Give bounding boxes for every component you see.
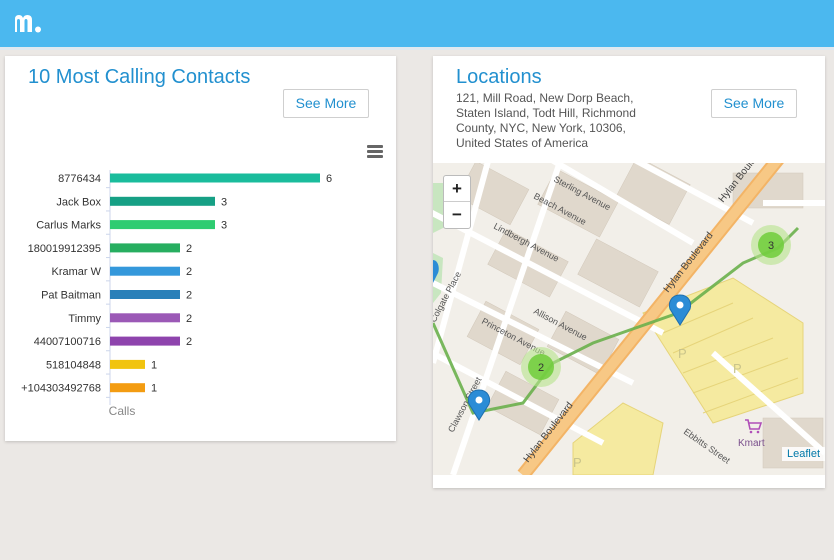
locations-card: Locations 121, Mill Road, New Dorp Beach… [433,56,825,488]
chart-category-label: Jack Box [56,196,101,208]
most-calling-contacts-card: 10 Most Calling Contacts See More 877643… [5,56,396,441]
chart-data-label: 6 [326,173,332,185]
leaflet-attribution-link[interactable]: Leaflet [781,447,825,461]
chart-bar[interactable] [110,243,180,253]
chart-category-label: Pat Baitman [41,290,101,302]
mspy-logo[interactable] [12,10,44,36]
chart-data-label: 1 [151,383,157,395]
svg-text:2: 2 [538,362,544,374]
chart-bar[interactable] [110,313,180,323]
chart-bar[interactable] [110,220,215,230]
see-more-button[interactable]: See More [283,89,369,118]
chart-data-label: 2 [186,290,192,302]
top-bar [0,0,834,50]
location-address: 121, Mill Road, New Dorp Beach, Staten I… [456,91,636,150]
chart-category-label: Carlus Marks [36,220,101,232]
chart-bar[interactable] [110,290,180,299]
parking-icon: P [678,346,687,361]
chart-data-label: 2 [186,336,192,348]
parking-icon: P [573,455,582,470]
chart-category-label: Kramar W [52,266,102,278]
map-cluster[interactable]: 3 [751,225,791,265]
map-cluster[interactable]: 2 [521,347,561,387]
see-more-button[interactable]: See More [711,89,797,118]
shopping-cart-icon [745,419,763,434]
parking-icon: P [733,361,742,376]
chart-category-label: 518104848 [46,359,101,371]
chart-data-label: 1 [151,359,157,371]
svg-text:3: 3 [768,240,774,252]
chart-data-label: 3 [221,196,227,208]
chart-category-label: 180019912395 [28,243,101,255]
chart-bar[interactable] [110,196,215,206]
chart-data-label: 2 [186,313,192,325]
map-marker-icon[interactable] [668,294,692,326]
chart-category-label: Timmy [68,313,101,325]
chart-bar[interactable] [110,383,145,393]
chart-data-label: 2 [186,243,192,255]
zoom-control: + − [443,175,471,229]
store-label: Kmart [738,438,765,449]
zoom-in-button[interactable]: + [444,176,470,202]
chart-data-label: 3 [221,220,227,232]
zoom-out-button[interactable]: − [452,205,462,224]
chart-bar[interactable] [110,266,180,276]
calls-bar-chart: 8776434 6 Jack Box 3 Carlus Marks 3 1800199123… [21,170,332,418]
chart-bar[interactable] [110,359,145,369]
chart-category-label: +104303492768 [21,383,101,395]
chart-axis-title: Calls [109,404,136,418]
map-tiles: Sterling Avenue Clawson Street Hylan Bou… [433,163,825,475]
card-title: Locations [456,66,542,88]
chart-bar[interactable] [110,173,320,183]
chart-menu-icon[interactable] [367,145,383,159]
map-marker-icon[interactable] [433,260,439,283]
location-map[interactable]: Sterling Avenue Clawson Street Hylan Bou… [433,163,825,475]
chart-data-label: 2 [186,266,192,278]
chart-bar[interactable] [110,336,180,346]
card-title: 10 Most Calling Contacts [28,66,251,88]
chart-category-label: 44007100716 [34,336,101,348]
map-marker-icon[interactable] [467,389,491,421]
chart-category-label: 8776434 [58,173,101,185]
